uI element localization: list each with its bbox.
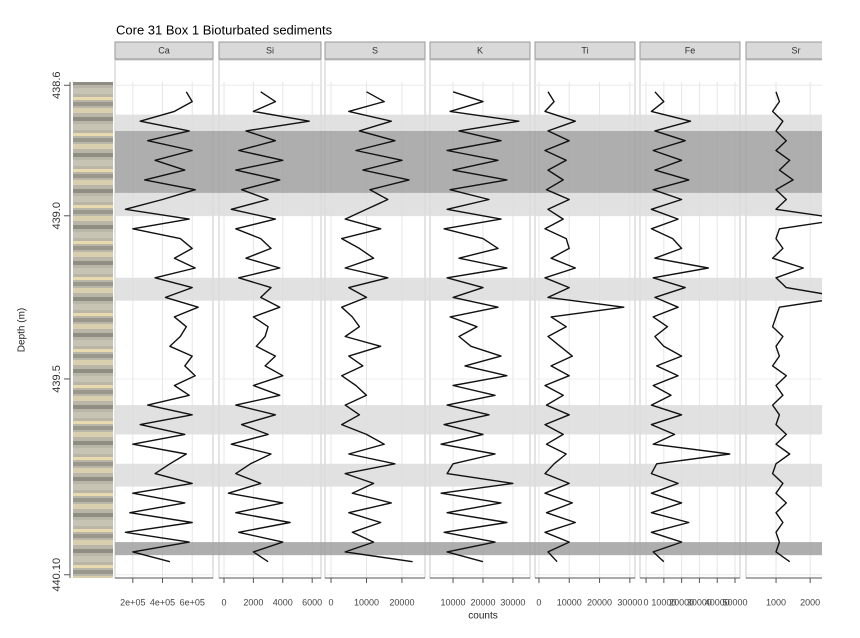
x-tick-label: 0 <box>329 597 334 607</box>
depth-band <box>115 463 822 487</box>
x-tick-label: 6000 <box>302 597 322 607</box>
depth-band <box>115 542 822 556</box>
element-profile <box>124 91 199 563</box>
depth-band <box>115 114 822 131</box>
x-tick-label: 4000 <box>273 597 293 607</box>
x-tick-label: 10000 <box>557 597 582 607</box>
x-tick-label: 20000 <box>470 597 495 607</box>
depth-band <box>115 130 822 193</box>
element-profile <box>771 91 822 563</box>
x-tick-label: 3000 <box>834 597 854 607</box>
strip-label: Si <box>266 45 274 55</box>
strip <box>534 41 636 60</box>
x-tick-label: 6e+05 <box>180 597 205 607</box>
y-tick-label: 440.10 <box>51 558 63 592</box>
y-tick-label: 438.6 <box>51 71 63 99</box>
y-tick-label: 439.0 <box>51 202 63 230</box>
x-tick-label: 20000 <box>389 597 414 607</box>
x-tick-label: 30000 <box>687 597 712 607</box>
x-tick-label: 0 <box>644 597 649 607</box>
x-tick-label: 10000 <box>441 597 466 607</box>
x-tick-label: 0 <box>536 597 541 607</box>
x-tick-label: 4e+05 <box>150 597 175 607</box>
x-tick-label: 2000 <box>243 597 263 607</box>
x-tick-label: 10000 <box>651 597 676 607</box>
strip-label: S <box>372 45 378 55</box>
x-tick-label: 50000 <box>723 597 748 607</box>
core-photo <box>73 82 113 578</box>
element-profile <box>227 91 310 563</box>
strip <box>745 41 822 60</box>
strip-label: K <box>477 45 483 55</box>
x-tick-label: 2000 <box>800 597 820 607</box>
y-tick-label: 439.5 <box>51 365 63 393</box>
y-axis-title: Depth (m) <box>17 308 28 352</box>
x-tick-label: 30000 <box>500 597 525 607</box>
strip <box>324 41 426 60</box>
strip-label: Ti <box>581 45 588 55</box>
strip-label: Sr <box>792 45 801 55</box>
x-tick-label: 20000 <box>587 597 612 607</box>
strip <box>429 41 531 60</box>
strip <box>639 41 741 60</box>
x-axis-title: counts <box>468 611 497 622</box>
x-tick-label: 10000 <box>354 597 379 607</box>
element-profile <box>650 91 731 563</box>
x-tick-label: 30000 <box>617 597 642 607</box>
x-tick-label: 20000 <box>669 597 694 607</box>
x-tick-label: 2e+05 <box>120 597 145 607</box>
element-profile <box>341 91 413 563</box>
strip <box>218 41 322 60</box>
strip-label: Fe <box>685 45 696 55</box>
strip <box>114 41 214 60</box>
x-tick-label: 0 <box>221 597 226 607</box>
chart-title: Core 31 Box 1 Bioturbated sediments <box>116 22 333 37</box>
element-profile <box>544 91 625 563</box>
x-tick-label: 1000 <box>766 597 786 607</box>
depth-band <box>115 277 822 301</box>
element-profile <box>440 91 520 563</box>
x-tick-label: 40000 <box>705 597 730 607</box>
strip-label: Ca <box>158 45 170 55</box>
